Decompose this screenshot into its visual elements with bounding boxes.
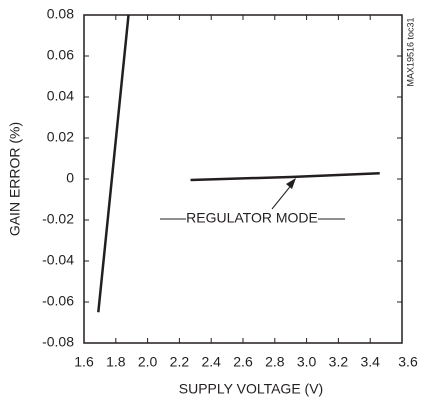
y-tick-label: 0.02	[47, 129, 74, 145]
x-tick-label: 2.2	[170, 354, 190, 370]
y-tick-label: -0.04	[42, 252, 74, 268]
y-tick-label: 0.06	[47, 47, 74, 63]
y-tick-label: -0.02	[42, 211, 74, 227]
y-tick-label: -0.08	[42, 334, 74, 350]
x-tick-label: 2.4	[201, 354, 221, 370]
y-tick-label: 0.04	[47, 88, 74, 104]
x-tick-label: 3.4	[360, 354, 380, 370]
x-tick-label: 2.6	[233, 354, 253, 370]
x-tick-label: 1.6	[74, 354, 94, 370]
data-line	[97, 14, 130, 313]
x-tick-label: 2.0	[138, 354, 158, 370]
annotation: REGULATOR MODE	[186, 210, 318, 226]
data-line	[190, 172, 380, 182]
annotation-arrow	[271, 182, 294, 210]
y-tick-label: 0	[66, 170, 74, 186]
x-tick-label: 3.6	[398, 354, 418, 370]
x-tick-label: 1.8	[106, 354, 126, 370]
side-note: MAX19516 toc31	[405, 17, 415, 86]
annotation-bg	[186, 210, 318, 228]
x-tick-label: 2.8	[265, 354, 285, 370]
arrowhead	[286, 178, 296, 189]
y-axis-label: GAIN ERROR (%)	[7, 122, 23, 236]
y-tick-label: -0.06	[42, 293, 74, 309]
x-tick-label: 3.0	[297, 354, 317, 370]
x-axis-label: SUPPLY VOLTAGE (V)	[179, 381, 323, 397]
x-tick-label: 3.2	[329, 354, 349, 370]
y-tick-label: 0.08	[47, 6, 74, 22]
